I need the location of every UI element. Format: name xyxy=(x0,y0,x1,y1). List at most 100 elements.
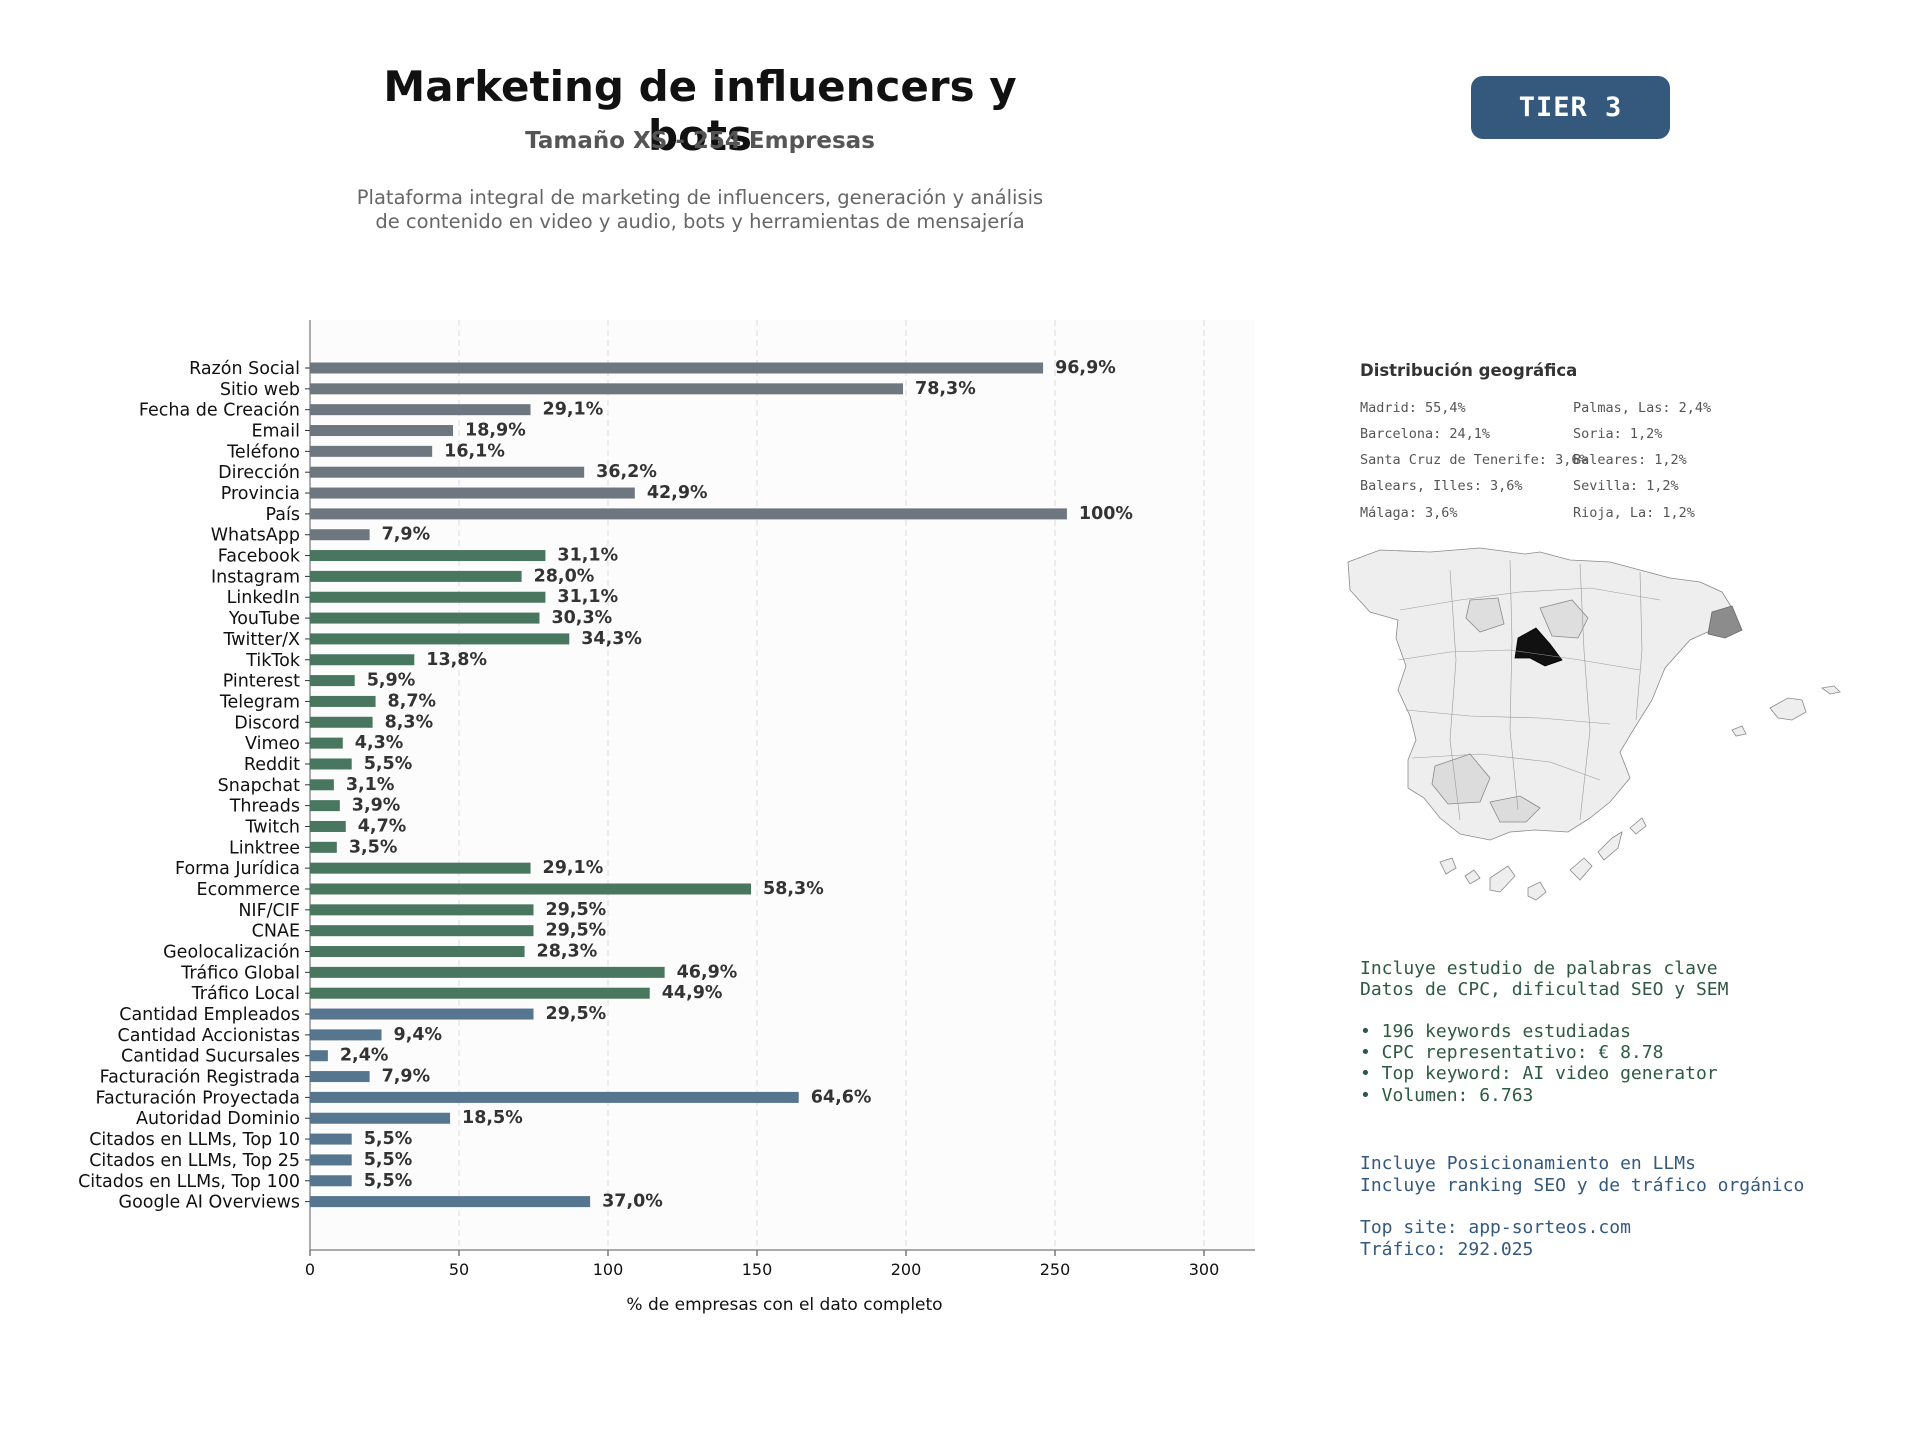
page-description: Plataforma integral de marketing de infl… xyxy=(335,186,1065,234)
category-label: Tráfico Local xyxy=(191,984,300,1004)
bar xyxy=(310,1154,352,1166)
category-label: Threads xyxy=(229,797,300,817)
value-label: 3,5% xyxy=(349,837,398,857)
x-tick-label: 300 xyxy=(1189,1260,1220,1279)
value-label: 3,9% xyxy=(352,796,401,816)
x-tick-label: 200 xyxy=(891,1260,922,1279)
category-label: Provincia xyxy=(221,484,300,504)
bar xyxy=(310,695,376,707)
bar xyxy=(310,737,343,749)
map-balearic-ibiza xyxy=(1731,725,1747,737)
bar xyxy=(310,1112,451,1124)
bar xyxy=(310,779,334,791)
geo-item-rioja: Rioja, La: 1,2% xyxy=(1573,505,1695,521)
category-label: Teléfono xyxy=(226,442,300,462)
bar xyxy=(310,1071,370,1083)
page-title: Marketing de influencers y bots xyxy=(383,62,1017,160)
value-label: 29,5% xyxy=(546,921,607,941)
bar xyxy=(310,904,534,916)
category-label: TikTok xyxy=(245,651,301,671)
geo-item-barcelona: Barcelona: 24,1% xyxy=(1360,426,1491,442)
value-label: 34,3% xyxy=(581,629,642,649)
bar xyxy=(310,966,665,978)
llm-intro-line-1: Incluye Posicionamiento en LLMs xyxy=(1360,1153,1696,1174)
value-label: 13,8% xyxy=(426,650,487,670)
description-line-2: de contenido en video y audio, bots y he… xyxy=(375,210,1025,233)
category-label: Autoridad Dominio xyxy=(136,1109,300,1129)
category-label: Dirección xyxy=(218,463,300,483)
category-label: Fecha de Creación xyxy=(139,401,300,421)
x-tick-label: 50 xyxy=(449,1260,469,1279)
bar xyxy=(310,383,904,395)
x-axis-label: % de empresas con el dato completo xyxy=(626,1295,942,1315)
bar xyxy=(310,820,346,832)
map-canary-island-1 xyxy=(1439,857,1457,875)
bar xyxy=(310,946,525,958)
bar xyxy=(310,633,570,645)
map-balearic-mallorca xyxy=(1769,697,1807,721)
value-label: 7,9% xyxy=(382,1067,431,1087)
map-region-madrid xyxy=(1514,627,1563,667)
map-canary-island-7 xyxy=(1629,817,1647,835)
category-label: Razón Social xyxy=(189,359,300,379)
keywords-intro-line-2: Datos de CPC, dificultad SEO y SEM xyxy=(1360,979,1729,1000)
map-canary-island-3 xyxy=(1489,865,1516,893)
category-label: Facebook xyxy=(218,547,301,567)
category-label: Cantidad Empleados xyxy=(119,1005,300,1025)
value-label: 3,1% xyxy=(346,775,395,795)
value-label: 9,4% xyxy=(394,1025,443,1045)
keywords-bullet-volume: • Volumen: 6.763 xyxy=(1360,1085,1534,1106)
bar xyxy=(310,529,370,541)
category-label: Vimeo xyxy=(245,734,300,754)
map-canary-island-4 xyxy=(1527,881,1547,901)
geo-item-malaga: Málaga: 3,6% xyxy=(1360,505,1458,521)
category-label: Citados en LLMs, Top 100 xyxy=(78,1172,300,1192)
category-label: Cantidad Accionistas xyxy=(117,1026,300,1046)
value-label: 31,1% xyxy=(557,587,618,607)
bar xyxy=(310,987,650,999)
bar xyxy=(310,404,531,416)
spain-map xyxy=(1347,547,1841,901)
geo-item-las-palmas: Palmas, Las: 2,4% xyxy=(1573,400,1712,416)
bar xyxy=(310,1050,328,1062)
geo-title: Distribución geográfica xyxy=(1360,361,1578,380)
value-label: 5,5% xyxy=(364,1150,413,1170)
value-label: 31,1% xyxy=(557,546,618,566)
tier-badge: TIER 3 xyxy=(1471,76,1670,139)
map-balearic-menorca xyxy=(1821,685,1841,695)
value-label: 5,5% xyxy=(364,754,413,774)
x-tick-label: 100 xyxy=(593,1260,624,1279)
value-label: 100% xyxy=(1079,504,1133,524)
category-label: Twitter/X xyxy=(222,630,300,650)
bar xyxy=(310,1196,591,1208)
category-label: LinkedIn xyxy=(227,588,300,608)
value-label: 29,1% xyxy=(543,858,604,878)
bar xyxy=(310,1133,352,1145)
bar xyxy=(310,800,340,812)
llm-top-site: Top site: app-sorteos.com xyxy=(1360,1217,1631,1238)
value-label: 16,1% xyxy=(444,441,505,461)
value-label: 37,0% xyxy=(602,1192,663,1212)
bar xyxy=(310,841,337,853)
value-label: 4,7% xyxy=(358,816,407,836)
map-canary-island-6 xyxy=(1597,831,1623,861)
page-subtitle: Tamaño XS - 254 Empresas xyxy=(525,128,875,154)
x-tick-label: 150 xyxy=(742,1260,773,1279)
bar xyxy=(310,445,433,457)
category-label: Ecommerce xyxy=(197,880,300,900)
category-label: Tráfico Global xyxy=(180,963,300,983)
map-region-sevilla xyxy=(1431,753,1491,805)
bar xyxy=(310,466,585,478)
geo-item-soria: Soria: 1,2% xyxy=(1573,426,1663,442)
category-label: WhatsApp xyxy=(211,526,300,546)
bar xyxy=(310,654,415,666)
bar xyxy=(310,1175,352,1187)
bar xyxy=(310,612,540,624)
category-label: Discord xyxy=(234,713,300,733)
bar xyxy=(310,862,531,874)
value-label: 58,3% xyxy=(763,879,824,899)
bar xyxy=(310,362,1044,374)
keywords-bullet-cpc: • CPC representativo: € 8.78 xyxy=(1360,1042,1664,1063)
value-label: 30,3% xyxy=(551,608,612,628)
value-label: 78,3% xyxy=(915,379,976,399)
